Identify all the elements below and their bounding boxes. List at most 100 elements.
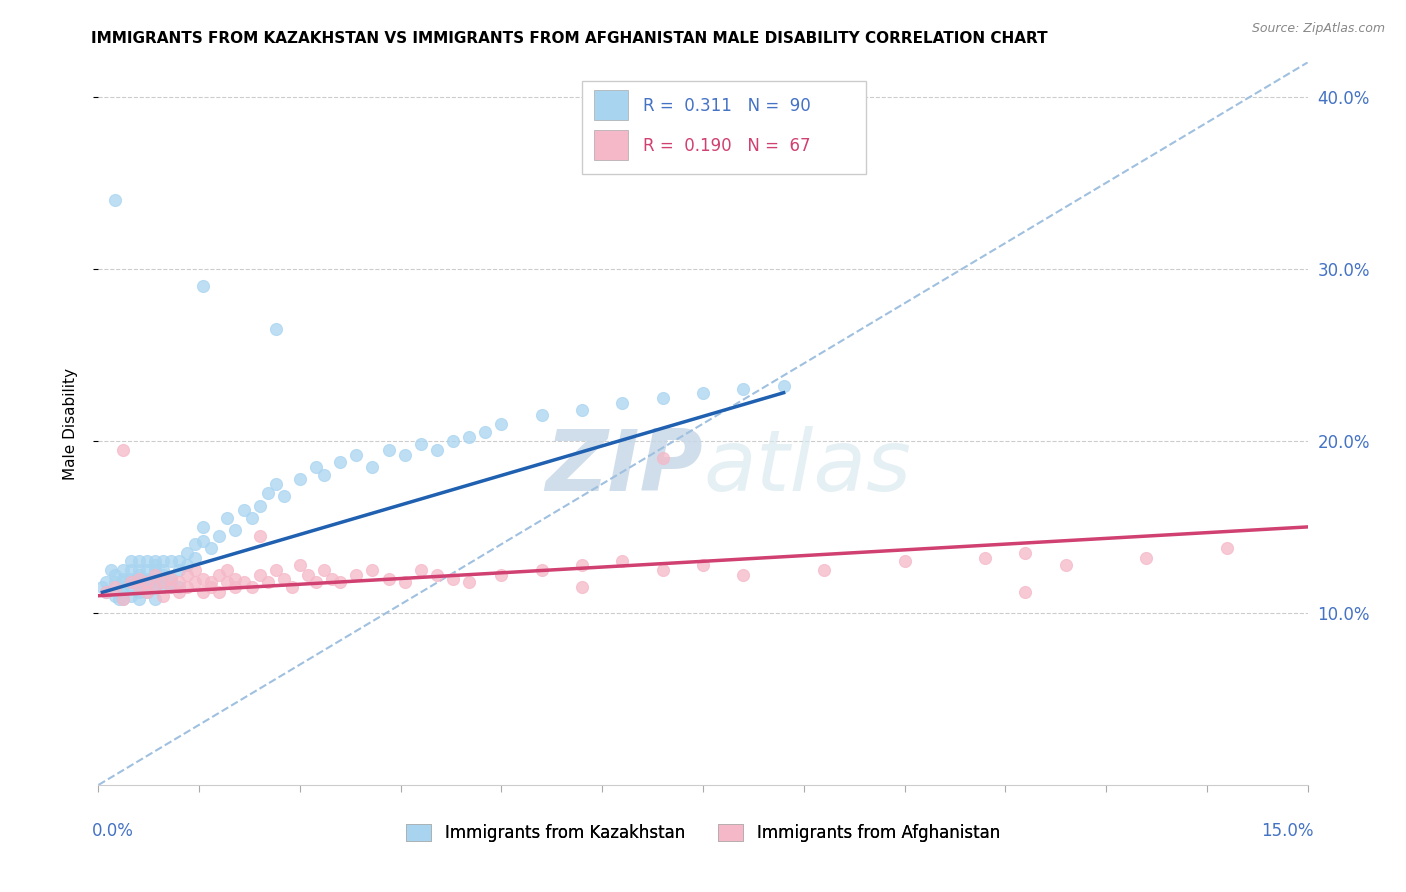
Point [208, 528, 231, 542]
Point [100, 563, 122, 577]
Point [305, 574, 328, 589]
Point [135, 554, 157, 568]
Point [167, 580, 190, 594]
Point [160, 554, 183, 568]
Point [1014, 546, 1036, 560]
Point [264, 322, 287, 336]
Point [329, 454, 352, 468]
Point [441, 434, 464, 448]
Point [281, 580, 304, 594]
Point [152, 574, 174, 589]
Point [184, 550, 207, 565]
Point [120, 572, 142, 586]
Point [91, 580, 114, 594]
Point [426, 442, 449, 457]
Point [143, 580, 166, 594]
Point [128, 574, 150, 589]
Point [128, 572, 150, 586]
Point [193, 520, 215, 534]
Point [96, 585, 118, 599]
Point [160, 574, 183, 589]
Point [288, 472, 311, 486]
Point [344, 568, 367, 582]
Point [491, 417, 513, 431]
Point [111, 585, 134, 599]
Point [249, 528, 271, 542]
Point [361, 563, 384, 577]
Point [458, 574, 481, 589]
Point [193, 585, 215, 599]
Point [1054, 558, 1077, 572]
Point [612, 396, 634, 410]
Point [772, 379, 794, 393]
Point [160, 572, 183, 586]
Point [135, 563, 157, 577]
Point [103, 193, 125, 207]
Point [135, 574, 157, 589]
Point [208, 585, 231, 599]
Point [152, 568, 174, 582]
Point [135, 572, 157, 586]
Point [120, 574, 142, 589]
Point [377, 442, 399, 457]
Text: Source: ZipAtlas.com: Source: ZipAtlas.com [1251, 22, 1385, 36]
Point [813, 563, 835, 577]
Point [96, 585, 118, 599]
Point [184, 563, 207, 577]
Point [128, 592, 150, 607]
Point [176, 568, 198, 582]
Point [297, 568, 319, 582]
Point [103, 568, 125, 582]
Point [103, 574, 125, 589]
Point [152, 589, 174, 603]
Point [120, 554, 142, 568]
Point [111, 563, 134, 577]
Point [733, 382, 755, 396]
Point [612, 554, 634, 568]
Point [974, 550, 997, 565]
Point [128, 574, 150, 589]
Point [128, 585, 150, 599]
Point [143, 574, 166, 589]
Text: R =  0.311   N =  90: R = 0.311 N = 90 [643, 97, 810, 115]
Point [232, 502, 254, 516]
Point [143, 580, 166, 594]
Point [256, 574, 278, 589]
Point [217, 511, 239, 525]
Point [288, 558, 311, 572]
Point [458, 430, 481, 444]
Point [344, 448, 367, 462]
Text: 15.0%: 15.0% [1261, 822, 1313, 839]
Point [128, 563, 150, 577]
Point [571, 403, 593, 417]
Point [143, 592, 166, 607]
Point [321, 572, 343, 586]
Point [651, 391, 673, 405]
Point [224, 580, 246, 594]
Text: atlas: atlas [703, 425, 911, 508]
Point [314, 563, 336, 577]
Point [143, 563, 166, 577]
Point [111, 580, 134, 594]
Point [167, 554, 190, 568]
Point [893, 554, 915, 568]
Point [120, 574, 142, 589]
Point [103, 580, 125, 594]
Point [530, 563, 553, 577]
Point [135, 574, 157, 589]
Point [394, 448, 416, 462]
Point [232, 574, 254, 589]
Point [1135, 550, 1157, 565]
Point [143, 558, 166, 572]
FancyBboxPatch shape [595, 90, 628, 120]
Text: IMMIGRANTS FROM KAZAKHSTAN VS IMMIGRANTS FROM AFGHANISTAN MALE DISABILITY CORREL: IMMIGRANTS FROM KAZAKHSTAN VS IMMIGRANTS… [91, 31, 1047, 46]
Point [249, 568, 271, 582]
Point [240, 580, 263, 594]
Point [143, 572, 166, 586]
Point [692, 385, 714, 400]
Point [160, 580, 183, 594]
Text: 0.0%: 0.0% [93, 822, 134, 839]
Point [200, 541, 222, 555]
Point [651, 563, 673, 577]
Point [160, 572, 183, 586]
